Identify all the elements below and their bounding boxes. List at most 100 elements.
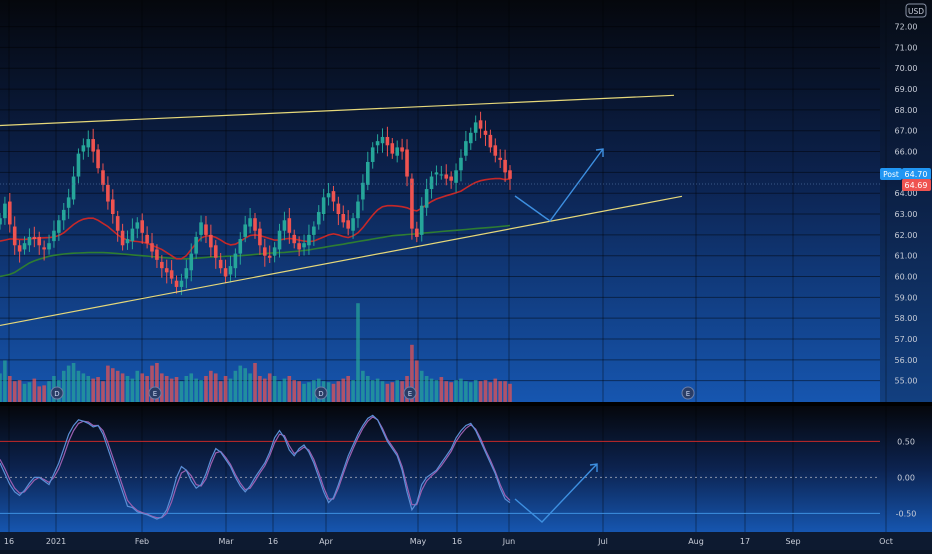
volume-bar-95 — [464, 381, 468, 402]
event-marker-label-0: D — [54, 390, 59, 398]
volume-bar-37 — [179, 381, 184, 402]
volume-bar-34 — [164, 376, 169, 402]
candle-body-33 — [160, 261, 164, 269]
last-price-labels: Post 64.70 64.69 — [880, 168, 931, 191]
post-label: Post — [883, 170, 899, 179]
price-axis[interactable]: 72.0071.0070.0069.0068.0067.0066.0065.00… — [895, 23, 918, 386]
osc-projection-arrowhead — [589, 463, 598, 472]
candle-body-25 — [120, 230, 125, 246]
candle-body-24 — [115, 216, 120, 231]
candle-body-86 — [419, 205, 424, 235]
volume-bar-18 — [86, 376, 91, 402]
volume-bar-1 — [3, 360, 7, 402]
volume-bar-96 — [468, 382, 473, 402]
candle-body-104 — [508, 170, 512, 179]
volume-bar-73 — [356, 303, 360, 402]
candle-body-2 — [8, 201, 12, 225]
candle-body-34 — [164, 268, 169, 273]
volume-bar-26 — [125, 376, 130, 402]
volume-bar-50 — [243, 368, 247, 402]
volume-bar-102 — [498, 381, 502, 402]
time-tick-11: 17 — [740, 537, 750, 546]
pane-separator[interactable] — [0, 402, 932, 406]
candle-body-93 — [454, 170, 458, 183]
volume-bar-84 — [410, 344, 414, 402]
candle-body-8 — [37, 236, 42, 246]
volume-bar-55 — [267, 373, 272, 402]
volume-bar-58 — [282, 378, 287, 402]
volume-bar-56 — [272, 376, 277, 402]
candle-body-91 — [444, 174, 449, 179]
price-tick-9: 63.00 — [895, 210, 918, 219]
candle-body-32 — [155, 249, 159, 260]
candle-body-30 — [145, 234, 149, 244]
candle-body-88 — [429, 176, 434, 190]
candle-body-43 — [209, 234, 213, 248]
event-marker-circle-2 — [314, 386, 328, 400]
post-price: 64.70 — [905, 170, 928, 179]
candle-body-102 — [498, 157, 502, 160]
time-tick-6: May — [410, 537, 427, 546]
drawings[interactable] — [0, 94, 880, 327]
volume-bar-49 — [238, 365, 243, 402]
oscillator — [0, 414, 880, 523]
candle-body-94 — [459, 157, 463, 171]
candle-body-12 — [57, 220, 61, 233]
time-tick-10: Aug — [688, 537, 704, 546]
volume-bar-14 — [66, 365, 71, 402]
volume-bar-43 — [209, 370, 213, 402]
price-tick-2: 70.00 — [895, 64, 918, 73]
event-marker-3: E — [403, 386, 417, 400]
volume-bar-40 — [194, 378, 198, 402]
candle-body-81 — [395, 147, 400, 156]
currency-badge[interactable]: USD — [905, 3, 927, 18]
volume-bar-28 — [135, 370, 140, 402]
candle-body-70 — [341, 214, 346, 223]
osc-axis[interactable]: 0.50 0.00 -0.50 — [896, 437, 917, 518]
price-tick-6: 66.00 — [895, 148, 918, 157]
volume-bar-25 — [120, 373, 125, 402]
candle-body-73 — [356, 201, 360, 219]
volume-bar-24 — [115, 370, 120, 402]
candle-body-101 — [493, 145, 498, 156]
price-tick-14: 58.00 — [895, 314, 918, 323]
candle-body-69 — [336, 203, 341, 215]
candle-body-6 — [27, 236, 32, 246]
volume-bar-72 — [351, 380, 355, 402]
volume-bar-7 — [32, 378, 37, 402]
candle-body-48 — [233, 253, 238, 269]
candles[interactable] — [0, 111, 512, 296]
volume-bar-41 — [199, 380, 203, 402]
candle-body-60 — [292, 234, 297, 244]
price-tick-3: 69.00 — [895, 85, 918, 94]
volume-bar-91 — [444, 381, 449, 402]
candle-body-35 — [169, 270, 174, 279]
candle-body-17 — [81, 145, 86, 152]
volume-bar-51 — [248, 373, 252, 402]
volume-bar-42 — [204, 376, 208, 402]
volume-bar-68 — [331, 383, 336, 402]
candle-body-23 — [110, 199, 115, 215]
volume-bar-36 — [174, 377, 179, 402]
candle-body-99 — [483, 130, 488, 135]
time-tick-1: 2021 — [46, 537, 66, 546]
event-marker-circle-1 — [148, 386, 162, 400]
volume-bar-39 — [189, 373, 194, 402]
candle-body-1 — [3, 203, 7, 219]
candle-body-62 — [302, 243, 306, 248]
time-axis[interactable]: 16 2021 Feb Mar 16 Apr May 16 Jun Jul Aug 17 Sep Oct — [4, 537, 893, 546]
volume-bar-30 — [145, 376, 149, 402]
volume-bar-98 — [478, 381, 483, 402]
candle-body-89 — [434, 172, 439, 175]
time-tick-13: Oct — [879, 537, 893, 546]
candle-body-13 — [61, 209, 66, 221]
volume-bar-46 — [223, 376, 228, 402]
close-price: 64.69 — [905, 181, 928, 190]
lower-trendline — [0, 195, 683, 327]
candle-body-47 — [228, 266, 233, 275]
candle-body-10 — [47, 243, 51, 250]
event-marker-1: E — [148, 386, 162, 400]
